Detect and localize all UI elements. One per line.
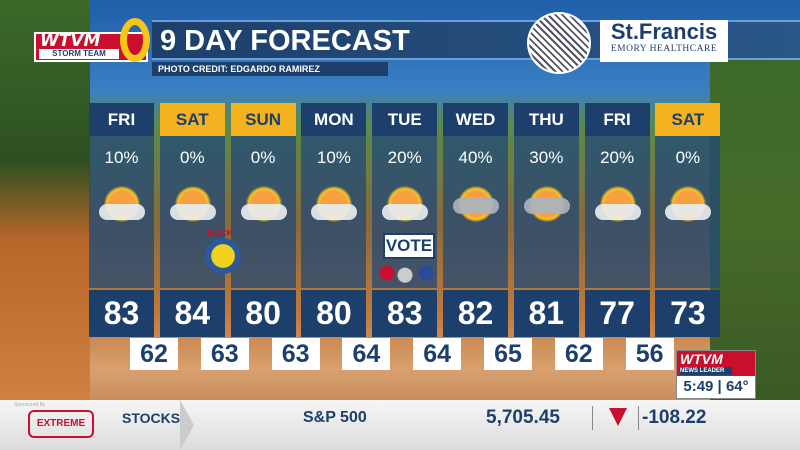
cloud-icon <box>594 204 641 220</box>
back-to-school-badge: BACK <box>205 228 241 274</box>
day-label: SAT <box>159 103 225 136</box>
storm-team-label: STORM TEAM <box>39 49 119 59</box>
low-temp: 63 <box>200 338 249 370</box>
forecast-day: SAT 0% 84 <box>159 103 225 337</box>
day-label: TUE <box>372 103 438 136</box>
day-label: SUN <box>230 103 296 136</box>
day-panel: 0% <box>159 136 225 288</box>
forecast-day: THU 30% 81 <box>513 103 579 337</box>
extreme-motorcycles-logo: EXTREME <box>28 410 94 438</box>
day-panel: 40% <box>443 136 508 288</box>
rain-cloud-icon <box>453 198 499 214</box>
day-panel: 20% <box>584 136 650 288</box>
day-panel: 0% <box>655 136 721 288</box>
high-temp: 83 <box>89 290 154 337</box>
sponsor-logo: St.Francis EMORY HEALTHCARE <box>600 20 728 62</box>
forecast-day: SUN 0% 80 <box>230 103 296 337</box>
qr-code[interactable] <box>527 12 591 74</box>
high-temp: 77 <box>584 290 650 337</box>
day-label: MON <box>301 103 367 136</box>
background-photo-right <box>710 60 800 400</box>
channel-9-logo <box>120 18 150 62</box>
ticker-change: -108.22 <box>642 407 707 428</box>
sponsor-label: Sponsored By <box>14 402 46 408</box>
low-temp: 65 <box>484 338 532 370</box>
chevron-divider <box>180 400 194 450</box>
day-label: THU <box>513 103 579 136</box>
down-arrow-icon <box>609 408 627 426</box>
forecast-day: MON 10% 80 <box>301 103 367 337</box>
cloud-icon <box>169 204 216 220</box>
vote-badge: VOTE <box>383 233 435 259</box>
high-temp: 81 <box>513 290 579 337</box>
low-temp: 56 <box>625 338 674 370</box>
forecast-day: TUE 20% 83 <box>372 103 438 337</box>
photo-credit: PHOTO CREDIT: EDGARDO RAMIREZ <box>152 62 388 76</box>
precip-chance: 30% <box>529 148 564 167</box>
rain-cloud-icon <box>523 198 570 214</box>
current-time: 5:49 <box>683 378 714 395</box>
day-label: WED <box>443 103 508 136</box>
day-panel: 10% <box>301 136 367 288</box>
bug-sub: NEWS LEADER <box>680 367 732 375</box>
precip-chance: 0% <box>675 148 701 167</box>
current-temp: 64° <box>725 378 749 395</box>
low-temp: 62 <box>554 338 603 370</box>
divider <box>638 406 639 430</box>
sponsor-sub: EMORY HEALTHCARE <box>610 44 718 54</box>
cloud-icon <box>665 204 712 220</box>
news-leader-bug: WTVM NEWS LEADER 5:49 | 64° <box>676 350 756 399</box>
precip-chance: 10% <box>316 148 351 167</box>
precip-chance: 20% <box>387 148 422 167</box>
ticker-index: S&P 500 <box>303 409 367 426</box>
back-label: BACK <box>207 228 233 238</box>
low-temp: 64 <box>342 338 391 370</box>
high-temp: 80 <box>301 290 367 337</box>
day-panel: 10% <box>89 136 154 288</box>
forecast-day: FRI 20% 77 <box>584 103 650 337</box>
precip-chance: 40% <box>458 148 493 167</box>
forecast-day: FRI 10% 83 <box>89 103 154 337</box>
low-temp: 63 <box>271 338 320 370</box>
precip-chance: 0% <box>180 148 205 167</box>
cloud-icon <box>311 204 358 220</box>
day-panel: 30% <box>513 136 579 288</box>
balloons-icon <box>378 262 438 284</box>
day-label: FRI <box>584 103 650 136</box>
high-temp: 84 <box>159 290 225 337</box>
day-panel: 0% <box>230 136 296 288</box>
day-label: SAT <box>655 103 721 136</box>
ticker-value: 5,705.45 <box>486 407 560 428</box>
stock-ticker: Sponsored By EXTREME STOCKS S&P 500 5,70… <box>0 400 800 450</box>
precip-chance: 10% <box>104 148 139 167</box>
low-temp: 64 <box>413 338 462 370</box>
high-temp: 80 <box>230 290 296 337</box>
sponsor-name: St.Francis <box>610 19 718 44</box>
forecast-day: WED 40% 82 <box>443 103 508 337</box>
ticker-category: STOCKS <box>122 410 181 426</box>
low-temp: 62 <box>130 338 178 370</box>
background-photo-left <box>0 0 90 400</box>
forecast-day: SAT 0% 73 <box>655 103 721 337</box>
day-label: FRI <box>89 103 154 136</box>
high-temp: 73 <box>655 290 721 337</box>
high-temp: 82 <box>443 290 508 337</box>
precip-chance: 20% <box>600 148 635 167</box>
bug-logo: WTVM <box>680 351 723 367</box>
cloud-icon <box>240 204 287 220</box>
divider <box>592 406 593 430</box>
cloud-icon <box>99 204 145 220</box>
precip-chance: 0% <box>250 148 276 167</box>
cloud-icon <box>382 204 429 220</box>
page-title: 9 DAY FORECAST <box>160 25 410 57</box>
high-temp: 83 <box>372 290 438 337</box>
